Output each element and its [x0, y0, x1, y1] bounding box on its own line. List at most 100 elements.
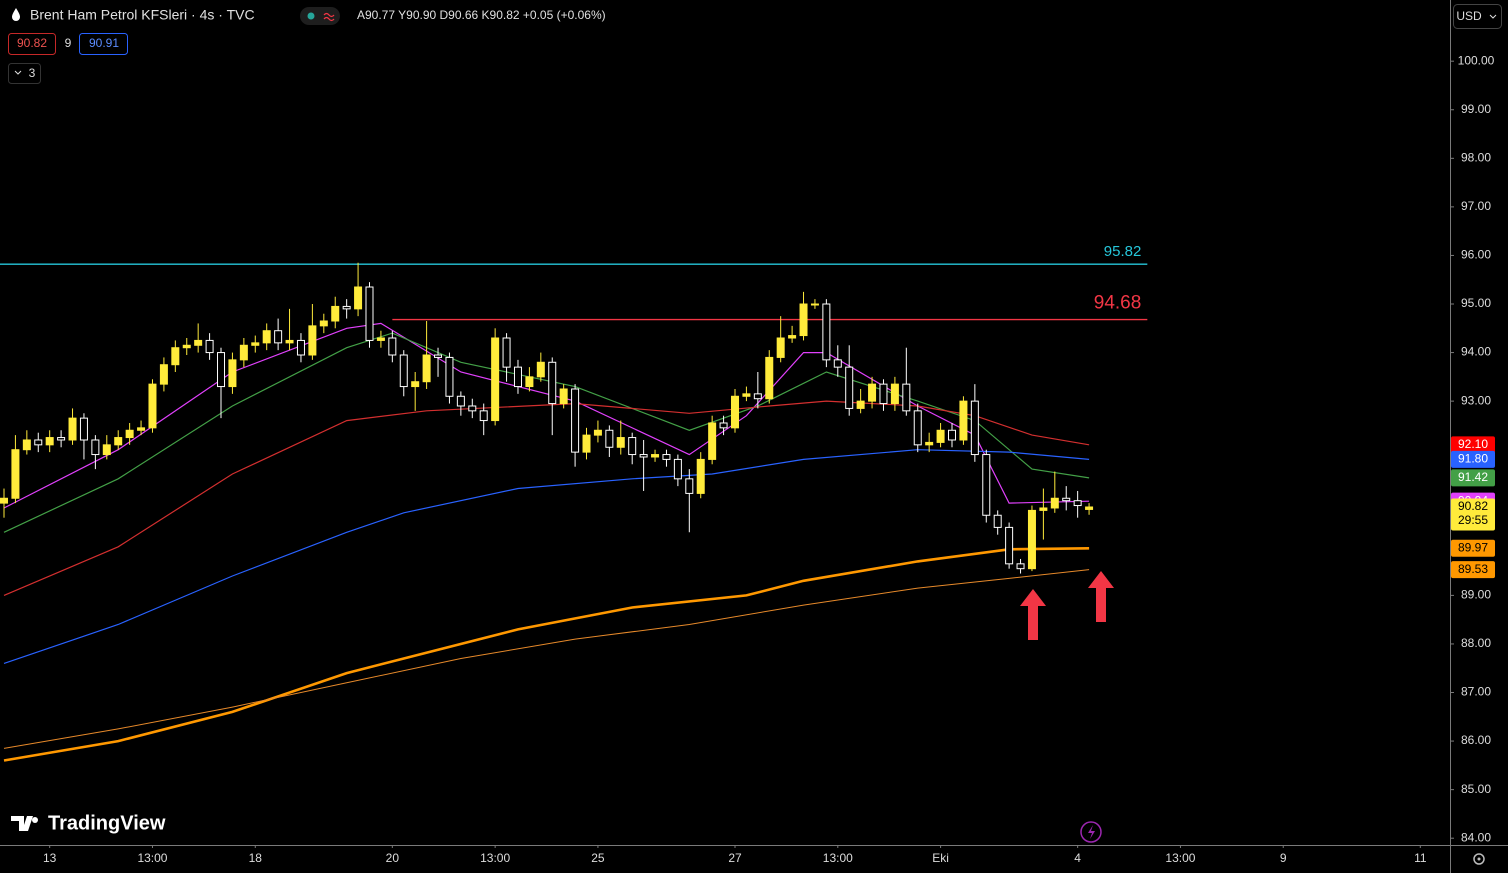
candle-body — [616, 437, 625, 448]
indicator-count: 3 — [29, 66, 36, 80]
candle-body — [331, 305, 340, 322]
candle-body — [217, 352, 226, 388]
bid-box[interactable] — [8, 33, 56, 55]
candle-body — [513, 366, 522, 388]
candle-body — [0, 497, 8, 504]
level-label: 95.82 — [1104, 243, 1142, 260]
arrow — [1020, 589, 1046, 640]
ask-box[interactable] — [79, 33, 128, 55]
candle-body — [194, 339, 203, 346]
alert-icon — [1088, 825, 1095, 839]
y-tick-label: 87.00 — [1461, 685, 1491, 699]
x-tick-label: 18 — [249, 851, 263, 865]
candle-body — [696, 458, 705, 494]
price-badge-label: 90.82 — [1458, 499, 1488, 513]
candle-body — [948, 429, 957, 441]
candle-body — [1027, 509, 1036, 570]
x-tick-label: 13:00 — [480, 851, 510, 865]
candle-body — [45, 437, 54, 446]
candle-body — [319, 320, 328, 327]
candle-body — [890, 383, 899, 405]
y-tick-label: 97.00 — [1461, 199, 1491, 213]
candle-body — [159, 364, 168, 385]
candle-body — [639, 454, 648, 458]
candle-body — [285, 339, 294, 344]
y-tick-label: 89.00 — [1461, 588, 1491, 602]
price-badge — [1451, 450, 1495, 468]
candle-body — [399, 354, 408, 388]
candle-body — [548, 361, 557, 405]
level-label: 94.68 — [1094, 293, 1142, 314]
candle-body — [182, 344, 191, 349]
y-tick-label: 96.00 — [1461, 248, 1491, 262]
candle-body — [845, 366, 854, 409]
y-tick-label: 94.00 — [1461, 345, 1491, 359]
candle-body — [1050, 497, 1059, 509]
candle-body — [833, 359, 842, 368]
candle-body — [765, 356, 774, 400]
candle-body — [68, 417, 77, 441]
x-tick-label: 4 — [1074, 851, 1081, 865]
plot: 95.82 94.68 — [0, 243, 1148, 762]
candle-body — [593, 429, 602, 436]
candle-body — [11, 449, 20, 499]
bid-price: 90.82 — [17, 36, 47, 50]
candle-body — [376, 337, 385, 341]
moving-average — [3, 449, 1090, 664]
x-tick-label: 13:00 — [823, 851, 853, 865]
x-tick-label: 25 — [591, 851, 605, 865]
candle-body — [651, 454, 660, 458]
status-icon — [323, 12, 335, 22]
brand-logo — [32, 817, 38, 823]
price-badge — [1451, 539, 1495, 557]
indicator-toggle[interactable] — [8, 63, 41, 84]
settings-button[interactable] — [1473, 853, 1485, 865]
price-badge — [1451, 469, 1495, 487]
candle-body — [57, 437, 66, 441]
candle-body — [422, 354, 431, 383]
candle-body — [479, 410, 488, 422]
candle-body — [228, 359, 237, 388]
moving-average — [3, 322, 1090, 509]
y-tick-label: 88.00 — [1461, 636, 1491, 650]
candle-body — [491, 337, 500, 422]
candle-body — [114, 437, 123, 446]
candle-body — [879, 383, 888, 405]
currency: USD — [1456, 9, 1482, 23]
price-badge-label: 92.10 — [1458, 437, 1488, 451]
candle-body — [673, 458, 682, 480]
status-pill[interactable] — [300, 7, 340, 25]
candle-body — [685, 478, 694, 494]
candle-body — [102, 444, 111, 456]
price-badge-label: 91.80 — [1458, 452, 1488, 466]
candle-body — [468, 405, 477, 412]
candle-body — [411, 381, 420, 388]
candle-body — [776, 337, 785, 358]
candle-body — [308, 325, 317, 356]
candle-body — [239, 344, 248, 361]
y-tick-label: 95.00 — [1461, 296, 1491, 310]
x-tick-label: 13:00 — [1165, 851, 1195, 865]
y-tick-label: 86.00 — [1461, 733, 1491, 747]
candle-body — [251, 342, 260, 346]
settings-icon — [1477, 857, 1481, 861]
candle-body — [365, 286, 374, 341]
ask-price: 90.91 — [89, 36, 119, 50]
countdown: 29:55 — [1458, 513, 1488, 527]
candle-body — [274, 330, 283, 344]
candle-body — [91, 439, 100, 456]
candle-body — [1062, 497, 1071, 502]
candle-body — [171, 347, 180, 366]
price-badge — [1451, 498, 1495, 531]
alert-button[interactable] — [1080, 821, 1102, 843]
symbol-title[interactable]: Brent Ham Petrol KFSleri · 4s · TVC — [30, 7, 255, 23]
currency-button[interactable] — [1453, 4, 1502, 29]
price-badge-label: 89.53 — [1458, 562, 1488, 576]
candle-body — [456, 395, 465, 407]
candle-body — [970, 400, 979, 456]
spread: 9 — [65, 36, 72, 50]
x-tick-label: 11 — [1414, 851, 1427, 865]
